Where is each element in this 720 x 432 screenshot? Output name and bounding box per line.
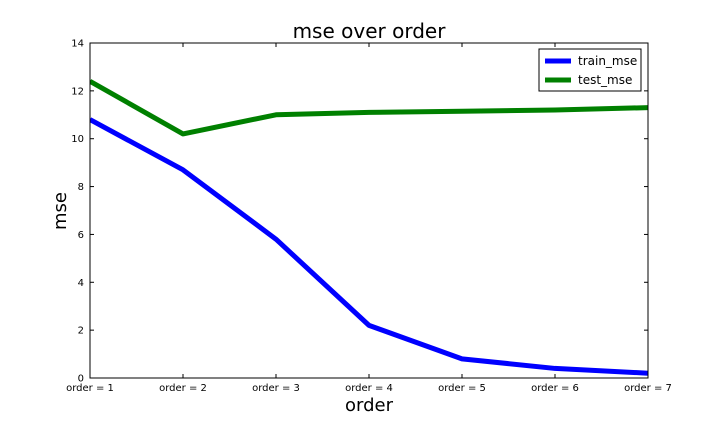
legend-label-test-mse: test_mse: [578, 73, 632, 87]
y-tick-label: 10: [71, 134, 84, 145]
series-line-test-mse: [90, 79, 648, 137]
legend-label-train-mse: train_mse: [578, 54, 637, 68]
legend: train_mse test_mse: [538, 48, 642, 92]
x-tick-label: order = 7: [624, 383, 672, 394]
y-tick-labels: 0 2 4 6 8 10 12 14: [71, 39, 84, 385]
x-tick-label: order = 1: [66, 383, 114, 394]
y-axis-title: mse: [50, 192, 71, 230]
x-tick-label: order = 6: [531, 383, 579, 394]
y-tick-label: 0: [78, 374, 84, 385]
plot-frame-outline: [89, 42, 649, 379]
x-tick-label: order = 3: [252, 383, 300, 394]
y-tick-label: 6: [78, 230, 84, 241]
x-tick-label: order = 4: [345, 383, 393, 394]
series-line-train-mse: [90, 117, 648, 376]
legend-box: [538, 48, 642, 92]
chart-title: mse over order: [293, 19, 447, 43]
y-tick-label: 2: [78, 326, 84, 337]
series-lines: [90, 79, 648, 376]
x-axis-title: order: [345, 395, 394, 416]
y-tick-label: 4: [78, 278, 84, 289]
x-tick-labels: order = 1 order = 2 order = 3 order = 4 orde…: [66, 383, 672, 394]
x-tick-label: order = 2: [159, 383, 207, 394]
y-tick-label: 12: [71, 86, 84, 97]
x-tick-label: order = 5: [438, 383, 486, 394]
y-tick-label: 8: [78, 182, 84, 193]
plot-area: [89, 42, 649, 379]
y-tick-label: 14: [71, 39, 84, 50]
